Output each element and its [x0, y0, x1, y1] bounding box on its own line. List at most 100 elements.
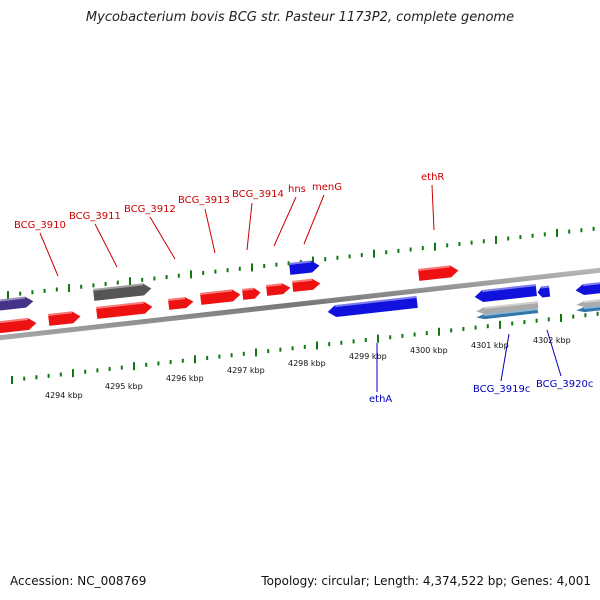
gene-body — [327, 295, 418, 318]
gene-body — [292, 278, 321, 292]
gene-forward[interactable] — [242, 287, 261, 300]
gene-label-BCG_3919c[interactable]: BCG_3919c — [473, 384, 530, 395]
gene-label-ethR[interactable]: ethR — [421, 172, 444, 183]
gene-rrna-wrap — [576, 298, 600, 308]
scale-label-group: 4294 kbp 4295 kbp 4296 kbp 4297 kbp 4298… — [45, 336, 571, 400]
gene-rrna[interactable] — [576, 304, 600, 313]
gene-highlight — [242, 287, 254, 291]
gene-highlight — [583, 298, 600, 304]
gene-reverse[interactable] — [537, 285, 551, 298]
scale-label: 4298 kbp — [288, 359, 326, 368]
gene-body — [476, 308, 539, 320]
gene-rrna[interactable] — [576, 298, 600, 308]
gene-forward-wrap — [48, 310, 81, 326]
map-title: Mycobacterium bovis BCG str. Pasteur 117… — [85, 10, 515, 25]
gene-forward-wrap — [266, 282, 291, 296]
gene-body — [200, 289, 241, 305]
gene-rna-wrap — [0, 296, 34, 311]
leader-line — [431, 184, 435, 231]
gene-forward[interactable] — [168, 296, 194, 310]
leader-line — [500, 333, 510, 382]
gene-body — [576, 304, 600, 313]
gene-forward[interactable] — [96, 301, 153, 319]
gene-forward-wrap — [0, 317, 37, 334]
gene-body — [93, 283, 152, 301]
leader-line — [246, 202, 253, 251]
reverse-genes — [327, 281, 600, 320]
gene-reverse-upper[interactable] — [289, 260, 320, 275]
gene-highlight — [483, 308, 538, 317]
gene-pseudo[interactable] — [93, 283, 152, 301]
gene-rrna-wrap — [476, 308, 539, 320]
gene-reverse[interactable] — [474, 284, 537, 303]
label-leaders — [39, 184, 562, 392]
gene-body — [48, 311, 81, 326]
scale-label: 4295 kbp — [105, 382, 143, 391]
gene-highlight — [583, 304, 600, 310]
scale-label: 4300 kbp — [410, 346, 448, 355]
gene-rna[interactable] — [0, 296, 34, 311]
gene-label-BCG_3913[interactable]: BCG_3913 — [178, 195, 230, 206]
gene-label-ethA[interactable]: ethA — [369, 394, 392, 405]
gene-highlight — [292, 278, 313, 283]
gene-highlight — [200, 289, 233, 295]
gene-highlight — [483, 301, 538, 310]
leader-line — [94, 223, 118, 268]
scale-label: 4299 kbp — [349, 352, 387, 361]
gene-label-BCG_3911[interactable]: BCG_3911 — [69, 211, 121, 222]
gene-rrna[interactable] — [476, 308, 539, 320]
gene-body — [576, 298, 600, 308]
gene-label-BCG_3920c[interactable]: BCG_3920c — [536, 379, 593, 390]
gene-body — [575, 281, 600, 296]
leader-line — [204, 208, 216, 254]
gene-forward[interactable] — [418, 265, 459, 281]
gene-highlight — [0, 317, 28, 324]
gene-pseudo-wrap — [93, 283, 152, 301]
gene-highlight — [93, 283, 143, 291]
gene-highlight — [96, 301, 144, 309]
gene-forward[interactable] — [200, 289, 241, 305]
gene-rrna[interactable] — [476, 301, 539, 315]
gene-forward-wrap — [168, 296, 194, 310]
gene-highlight — [582, 281, 600, 287]
gene-reverse[interactable] — [327, 295, 418, 318]
genome-summary-text: Topology: circular; Length: 4,374,522 bp… — [261, 574, 591, 588]
gene-body — [476, 301, 539, 315]
gene-label-BCG_3910[interactable]: BCG_3910 — [14, 220, 66, 231]
gene-highlight — [418, 265, 451, 271]
upper-tick-track — [7, 226, 595, 299]
gene-highlight — [481, 284, 536, 293]
gene-reverse[interactable] — [575, 281, 600, 296]
gene-label-BCG_3914[interactable]: BCG_3914 — [232, 189, 284, 200]
gene-forward[interactable] — [266, 282, 291, 296]
gene-body — [418, 265, 459, 281]
gene-highlight — [168, 297, 186, 301]
gene-forward[interactable] — [48, 310, 81, 326]
scale-label: 4301 kbp — [471, 341, 509, 350]
gene-label-hns[interactable]: hns — [288, 184, 306, 195]
gene-forward[interactable] — [0, 317, 37, 334]
gene-forward-wrap — [200, 289, 241, 305]
scale-label: 4296 kbp — [166, 374, 204, 383]
gene-highlight — [266, 283, 283, 287]
gene-body — [0, 296, 34, 311]
gene-reverse-wrap — [474, 284, 537, 303]
gene-body — [0, 317, 37, 334]
leader-line — [546, 329, 562, 377]
gene-label-menG[interactable]: menG — [312, 182, 342, 193]
gene-rrna-wrap — [476, 301, 539, 315]
leader-line — [149, 216, 176, 260]
gene-body — [266, 283, 291, 296]
gene-forward[interactable] — [292, 278, 321, 292]
genome-backbone — [0, 267, 600, 341]
gene-highlight — [48, 311, 73, 316]
gene-body — [242, 287, 261, 300]
gene-highlight — [541, 285, 550, 289]
gene-body — [537, 285, 551, 298]
lower-tick-track — [11, 311, 599, 384]
gene-reverse-wrap — [537, 285, 551, 298]
gene-body — [474, 284, 537, 303]
leader-line — [273, 196, 297, 247]
gene-label-BCG_3912[interactable]: BCG_3912 — [124, 204, 176, 215]
